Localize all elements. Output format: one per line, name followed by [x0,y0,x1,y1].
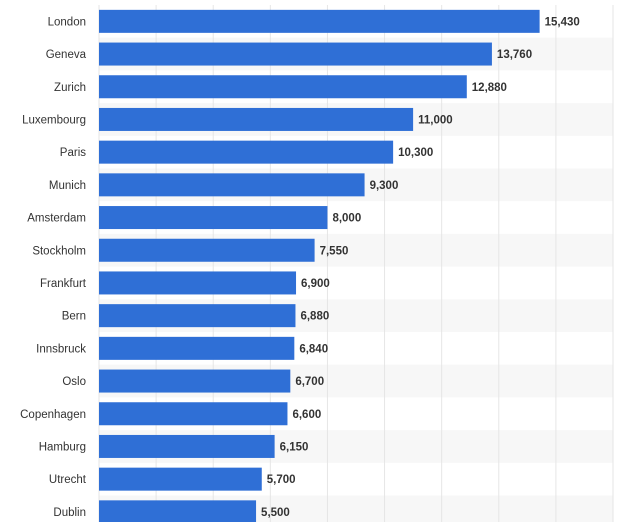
bars [99,9,540,522]
bar[interactable] [99,238,315,262]
category-label: London [48,16,86,28]
value-label: 6,840 [299,343,328,355]
category-label: Paris [60,147,86,159]
category-label: Utrecht [49,474,87,486]
category-label: Copenhagen [20,409,86,421]
category-label: Munich [49,180,86,192]
category-label: Geneva [46,49,87,61]
value-label: 6,900 [301,278,330,290]
category-label: Dublin [53,507,86,519]
bar[interactable] [99,173,365,197]
bar[interactable] [99,500,257,522]
bar[interactable] [99,304,296,328]
value-label: 11,000 [418,114,453,126]
value-label: 9,300 [370,180,399,192]
value-label: 15,430 [545,16,580,28]
value-label: 6,600 [292,409,321,421]
category-label: Stockholm [32,245,86,257]
category-label: Amsterdam [27,213,86,225]
value-label: 6,700 [295,376,324,388]
bar[interactable] [99,369,291,393]
value-label: 6,880 [300,311,329,323]
value-label: 8,000 [332,213,361,225]
value-labels: 15,430 13,760 12,880 11,000 10,300 9,300 8,000… [261,16,580,518]
category-labels: London Geneva Zurich Luxembourg Paris Munich A… [20,16,87,518]
value-label: 5,700 [267,474,296,486]
category-label: Oslo [62,376,86,388]
bar[interactable] [99,336,295,360]
category-label: Innsbruck [36,343,86,355]
bar[interactable] [99,206,328,230]
category-label: Hamburg [39,441,86,453]
value-label: 12,880 [472,82,507,94]
bar[interactable] [99,107,414,131]
bar[interactable] [99,467,262,491]
bar[interactable] [99,140,394,164]
category-label: Bern [62,311,86,323]
value-label: 6,150 [280,441,309,453]
category-label: Frankfurt [40,278,87,290]
category-label: Zurich [54,82,86,94]
bar[interactable] [99,434,275,458]
value-label: 5,500 [261,507,290,519]
bar[interactable] [99,402,288,426]
value-label: 7,550 [320,245,349,257]
value-label: 13,760 [497,49,532,61]
bar[interactable] [99,42,492,66]
category-label: Luxembourg [22,114,86,126]
bar[interactable] [99,271,297,295]
bar[interactable] [99,9,540,33]
value-label: 10,300 [398,147,433,159]
bar[interactable] [99,75,467,99]
